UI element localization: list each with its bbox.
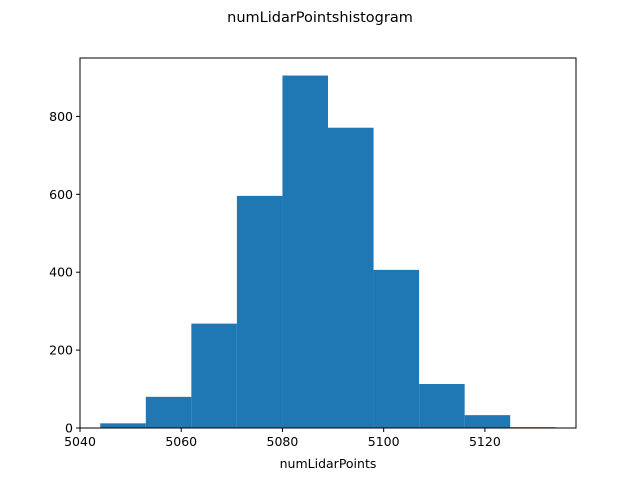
histogram-bar-9 (464, 415, 511, 428)
y-tick-label: 600 (49, 187, 73, 202)
histogram-bar-7 (373, 269, 420, 428)
histogram-bar-5 (282, 75, 328, 428)
x-tick-label: 5100 (368, 434, 400, 449)
x-axis-ticks: 5040 5060 5080 5100 5120 (64, 428, 501, 449)
histogram-bar-3 (191, 323, 237, 428)
histogram-bar-6 (328, 127, 374, 428)
y-tick-label: 200 (49, 343, 73, 358)
x-tick-label: 5060 (165, 434, 197, 449)
x-tick-label: 5040 (64, 434, 96, 449)
y-tick-label: 0 (65, 421, 73, 436)
x-tick-label: 5080 (267, 434, 299, 449)
y-axis-ticks: 0 200 400 600 800 (49, 109, 80, 436)
x-tick-label: 5120 (469, 434, 501, 449)
y-tick-label: 400 (49, 265, 73, 280)
histogram-bar-1 (100, 423, 146, 428)
x-axis-label: numLidarPoints (280, 456, 377, 471)
chart-title: numLidarPointshistogram (227, 10, 413, 26)
histogram-bar-2 (145, 396, 192, 428)
plot-frame (79, 57, 577, 429)
histogram-bar-4 (236, 195, 283, 428)
histogram-bar-8 (419, 383, 465, 428)
bars-group (100, 75, 556, 428)
y-tick-label: 800 (49, 109, 73, 124)
